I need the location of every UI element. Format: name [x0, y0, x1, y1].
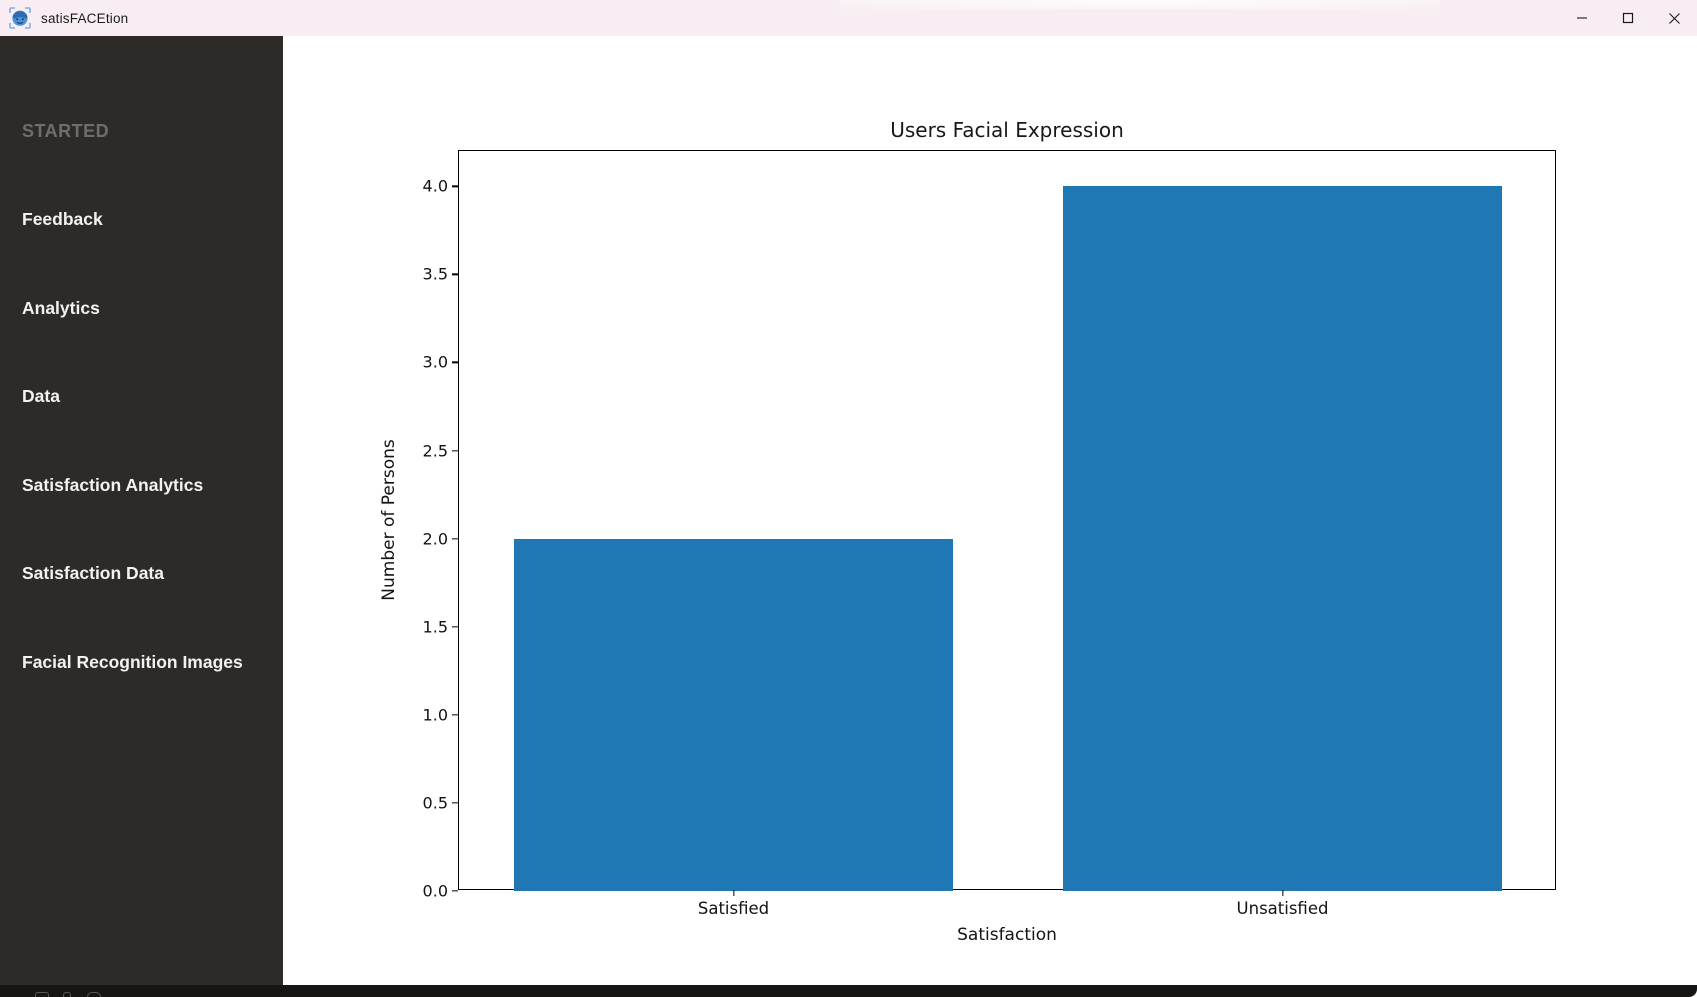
sidebar-item-feedback[interactable]: Feedback	[22, 209, 103, 229]
bar-satisfied	[513, 538, 954, 891]
y-tick-label: 2.0	[422, 529, 448, 549]
y-tick-mark	[452, 802, 458, 804]
y-tick-mark	[452, 537, 458, 540]
maximize-button[interactable]	[1605, 0, 1651, 36]
x-axis-label: Satisfaction	[957, 925, 1057, 945]
titlebar-glow	[840, 0, 1440, 10]
y-tick-mark	[452, 626, 458, 628]
y-tick-mark	[452, 361, 458, 364]
y-tick-label: 1.5	[422, 617, 448, 637]
sidebar-item-satisfaction-analytics[interactable]: Satisfaction Analytics	[22, 474, 204, 495]
x-tick-mark	[732, 890, 735, 896]
x-tick-label-satisfied: Satisfied	[697, 899, 770, 918]
main-content: Users Facial Expression Number of Person…	[283, 36, 1697, 985]
window-controls	[1559, 0, 1697, 36]
y-tick-label: 3.0	[422, 352, 448, 372]
sidebar-section-header: STARTED	[22, 121, 110, 141]
chart-title: Users Facial Expression	[890, 118, 1124, 142]
app-face-scan-icon	[9, 7, 31, 29]
sidebar: STARTED Feedback Analytics Data Satisfactio…	[0, 36, 283, 985]
y-tick-label: 3.5	[422, 264, 448, 284]
y-tick-mark	[452, 714, 458, 716]
x-tick-mark	[1281, 890, 1284, 896]
bottom-clipped-strip	[0, 985, 1697, 997]
minimize-button[interactable]	[1559, 0, 1605, 36]
bar-chart: Users Facial Expression Number of Person…	[379, 118, 1556, 945]
y-axis-label: Number of Persons	[379, 439, 399, 601]
sidebar-item-satisfaction-data[interactable]: Satisfaction Data	[22, 563, 164, 584]
y-tick-label: 4.0	[422, 176, 448, 196]
y-tick-label: 0.5	[422, 793, 448, 813]
y-tick-mark	[452, 890, 458, 892]
x-tick-label-unsatisfied: Unsatisfied	[1236, 899, 1329, 918]
close-icon	[1668, 12, 1680, 24]
sidebar-item-data[interactable]: Data	[22, 386, 60, 407]
y-tick-mark	[452, 449, 458, 452]
sidebar-item-facial-recognition-images[interactable]: Facial Recognition Images	[22, 652, 243, 672]
minimize-icon	[1577, 17, 1587, 19]
y-tick-mark	[452, 273, 458, 275]
maximize-icon	[1622, 12, 1634, 24]
y-tick-label: 2.5	[422, 441, 448, 461]
y-tick-mark	[452, 185, 458, 187]
y-tick-label: 0.0	[422, 881, 448, 901]
sidebar-item-analytics[interactable]: Analytics	[22, 297, 100, 318]
bar-unsatisfied	[1062, 186, 1503, 891]
clipped-text-fragments	[35, 992, 215, 997]
window-title: satisFACEtion	[41, 10, 129, 26]
titlebar: satisFACEtion	[0, 0, 1697, 36]
y-tick-label: 1.0	[422, 705, 448, 725]
close-button[interactable]	[1651, 0, 1697, 36]
